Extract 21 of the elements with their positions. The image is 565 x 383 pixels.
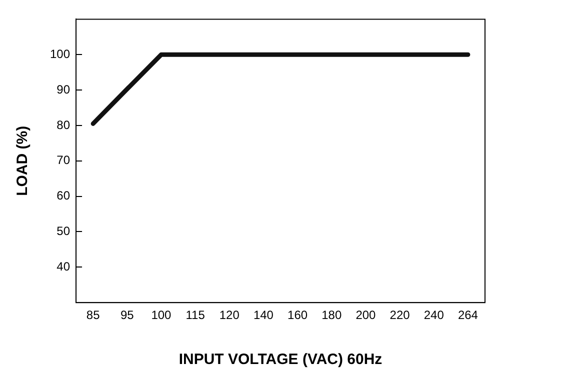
x-tick-label: 100 bbox=[151, 308, 172, 322]
x-axis-title: INPUT VOLTAGE (VAC) 60Hz bbox=[178, 351, 382, 368]
x-tick-label: 200 bbox=[356, 308, 376, 322]
x-tick-label: 140 bbox=[253, 308, 274, 322]
x-tick-label: 240 bbox=[424, 308, 444, 322]
x-tick-label: 220 bbox=[390, 308, 410, 322]
y-tick-label: 50 bbox=[56, 224, 70, 238]
x-tick-label: 115 bbox=[186, 308, 206, 322]
x-tick-label: 264 bbox=[458, 308, 478, 322]
x-tick-label: 120 bbox=[219, 308, 240, 322]
y-tick-label: 70 bbox=[56, 153, 70, 168]
y-tick-label: 60 bbox=[56, 188, 70, 203]
x-tick-label: 180 bbox=[322, 308, 342, 322]
y-tick-label: 80 bbox=[56, 118, 70, 132]
y-tick-label: 100 bbox=[50, 46, 70, 61]
y-tick-label: 40 bbox=[56, 259, 70, 274]
x-tick-label: 160 bbox=[288, 308, 308, 322]
x-tick-label: 95 bbox=[120, 308, 134, 322]
y-axis-title: LOAD (%) bbox=[14, 126, 32, 196]
y-tick-label: 90 bbox=[56, 82, 70, 96]
x-tick-label: 85 bbox=[86, 308, 100, 322]
